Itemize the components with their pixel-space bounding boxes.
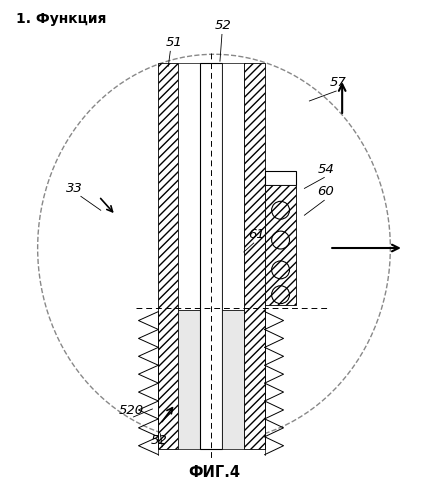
Text: 57: 57: [328, 76, 345, 89]
Text: 52: 52: [214, 19, 231, 32]
Text: 1. Функция: 1. Функция: [16, 12, 106, 26]
Text: ФИГ.4: ФИГ.4: [187, 465, 239, 480]
Bar: [158, 63, 178, 449]
Text: 520: 520: [118, 404, 144, 417]
Bar: [222, 63, 243, 309]
Bar: [200, 63, 222, 449]
Bar: [264, 171, 296, 186]
Text: 60: 60: [317, 185, 333, 199]
Bar: [222, 309, 243, 449]
Bar: [178, 309, 200, 449]
Text: 33: 33: [66, 182, 83, 196]
Text: 51: 51: [165, 36, 181, 49]
Text: 61: 61: [247, 228, 264, 241]
Bar: [243, 63, 264, 449]
Bar: [178, 63, 200, 309]
Bar: [264, 186, 296, 304]
Text: 52: 52: [150, 434, 167, 447]
Text: 54: 54: [317, 163, 333, 176]
